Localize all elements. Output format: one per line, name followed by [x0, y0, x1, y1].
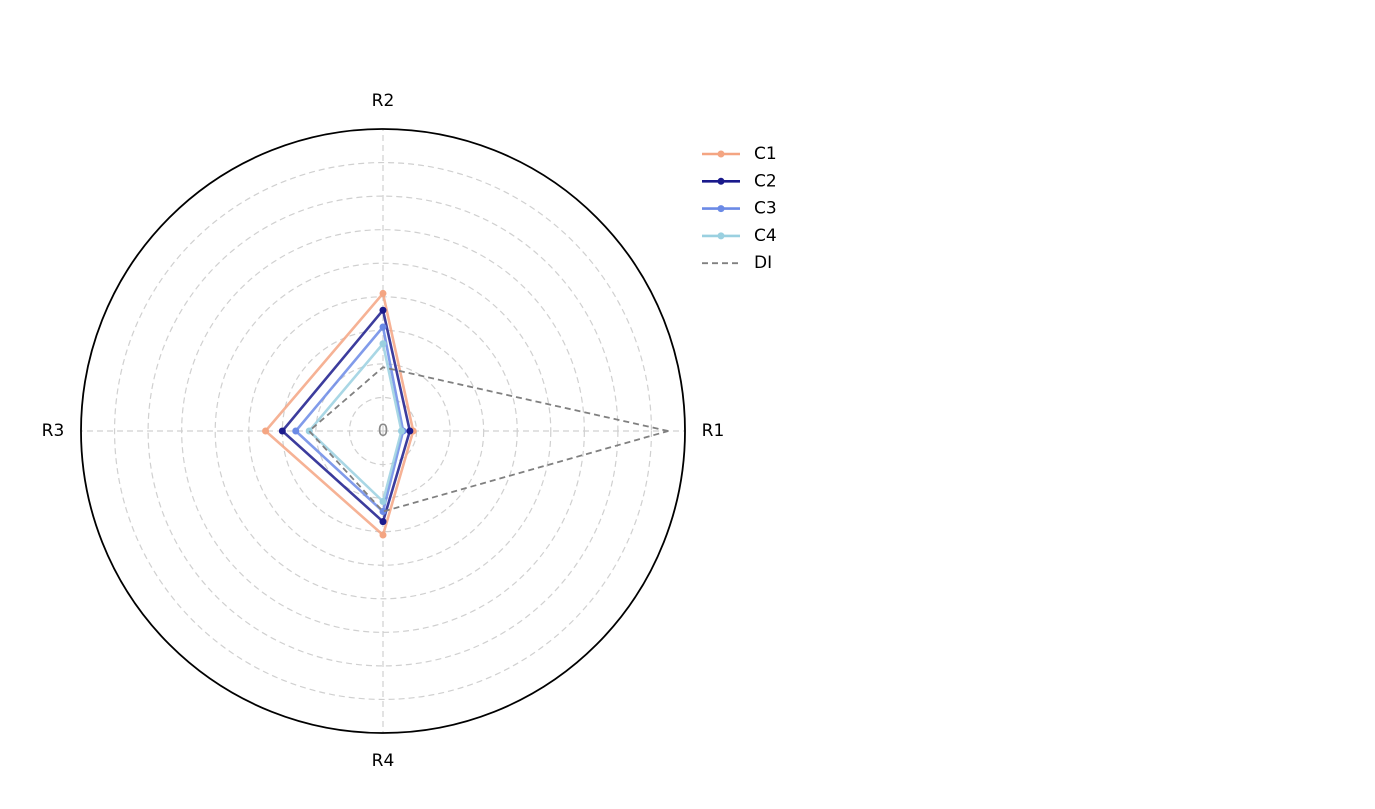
- series-line: [307, 366, 669, 513]
- series-marker: [379, 323, 387, 331]
- series-marker: [278, 427, 286, 435]
- series-marker: [379, 289, 387, 297]
- series-marker: [379, 531, 387, 539]
- grid-circle: [113, 161, 653, 701]
- legend-label: C4: [754, 226, 777, 246]
- grid-circle: [214, 262, 552, 600]
- axis-label: R2: [372, 91, 395, 111]
- legend-label: C2: [754, 171, 777, 191]
- legend-label: C1: [754, 144, 777, 164]
- legend-marker: [717, 150, 725, 158]
- series-marker: [397, 427, 405, 435]
- series-marker: [379, 497, 387, 505]
- axis-label: R3: [42, 421, 65, 441]
- axis-label: R4: [372, 751, 395, 771]
- series-marker: [379, 508, 387, 516]
- legend-label: DI: [754, 253, 772, 273]
- axis-label: R1: [702, 421, 725, 441]
- series-marker: [262, 427, 270, 435]
- series-marker: [379, 518, 387, 526]
- legend-marker: [717, 232, 725, 240]
- series-marker: [379, 306, 387, 314]
- series-marker: [406, 427, 414, 435]
- series-marker: [292, 427, 300, 435]
- legend-marker: [717, 205, 725, 213]
- outer-circle: [80, 128, 686, 734]
- legend-label: C3: [754, 199, 777, 219]
- r-tick-label: 0: [378, 421, 389, 441]
- legend-marker: [717, 177, 725, 185]
- series-marker: [379, 340, 387, 348]
